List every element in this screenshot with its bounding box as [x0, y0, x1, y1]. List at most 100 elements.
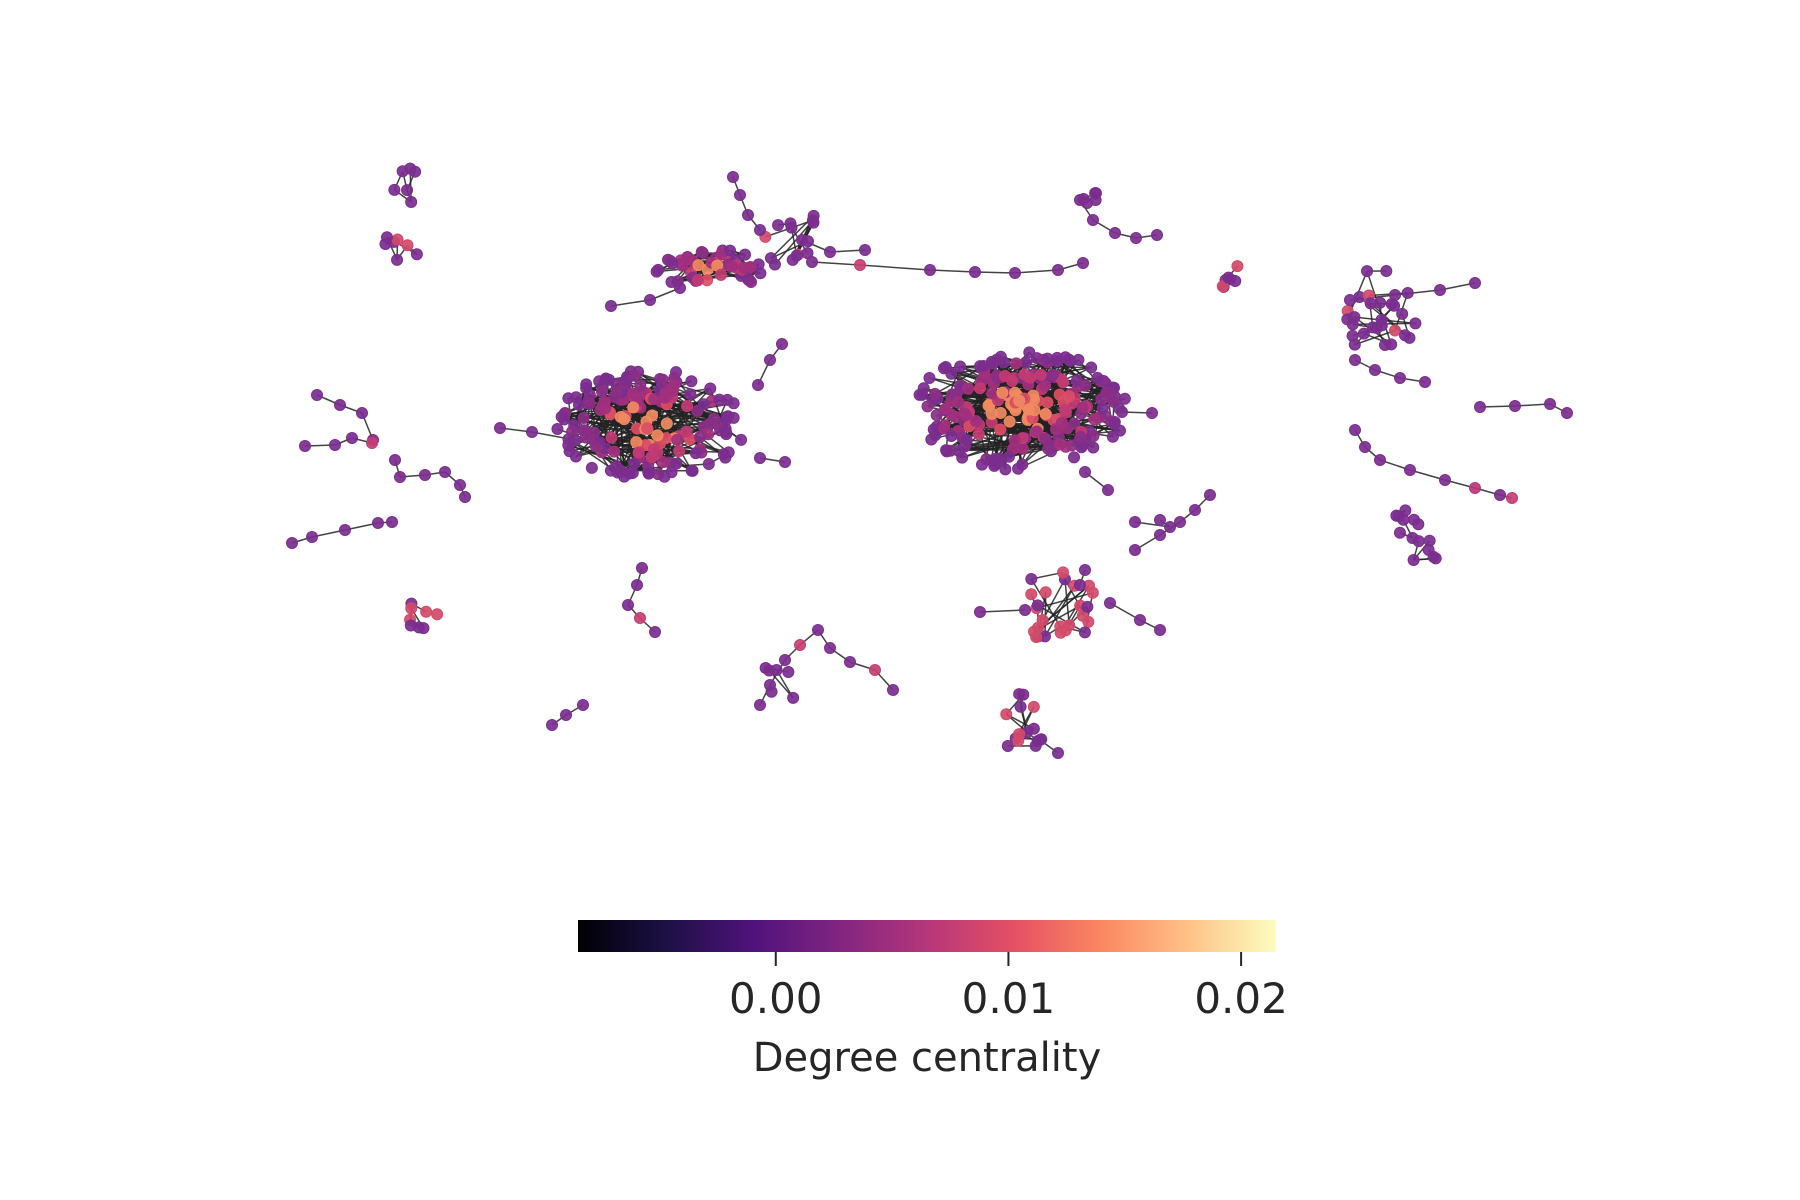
graph-node [580, 381, 593, 394]
graph-edge [859, 264, 931, 271]
graph-node [379, 237, 392, 250]
graph-node [985, 407, 998, 420]
graph-node [724, 244, 737, 257]
graph-node [686, 464, 699, 477]
graph-node [945, 429, 958, 442]
graph-node [577, 699, 589, 711]
graph-node [745, 276, 758, 289]
graph-node [1055, 416, 1068, 429]
graph-edge [1409, 469, 1446, 481]
graph-node [960, 434, 973, 447]
graph-node [631, 579, 643, 591]
graph-node [923, 371, 936, 384]
graph-node [726, 260, 739, 273]
graph-node [454, 479, 466, 491]
graph-node [627, 401, 640, 414]
graph-node [577, 411, 590, 424]
colorbar-tick-label: 0.00 [729, 974, 823, 1023]
graph-node [720, 428, 733, 441]
graph-node [562, 392, 575, 405]
graph-node [1009, 267, 1021, 279]
graph-node [641, 422, 654, 435]
graph-node [1359, 441, 1371, 453]
graph-node [938, 422, 951, 435]
graph-node [1369, 364, 1381, 376]
graph-node [1076, 400, 1089, 413]
graph-node [1074, 431, 1087, 444]
graph-node [752, 379, 764, 391]
graph-node [779, 654, 791, 666]
graph-node [727, 397, 740, 410]
graph-node [953, 444, 966, 457]
graph-edge [1008, 448, 1049, 458]
graph-node [569, 434, 581, 446]
graph-node [668, 379, 681, 392]
graph-node [546, 719, 558, 731]
graph-node [299, 440, 311, 452]
graph-node [1154, 624, 1166, 636]
graph-node [1030, 425, 1043, 438]
graph-node [494, 422, 506, 434]
graph-node [713, 393, 726, 406]
graph-node [924, 264, 936, 276]
graph-node [684, 388, 697, 401]
graph-node [779, 456, 791, 468]
graph-edge [1041, 578, 1066, 621]
graph-node [555, 410, 568, 423]
graph-edge [979, 609, 1026, 613]
graph-node [1422, 543, 1435, 556]
graph-node [1544, 398, 1556, 410]
graph-node [1079, 466, 1091, 478]
graph-node [969, 266, 981, 278]
graph-node [605, 300, 617, 312]
graph-node [1364, 297, 1377, 310]
graph-node [604, 464, 617, 477]
graph-node [1401, 286, 1414, 299]
graph-node [610, 385, 623, 398]
graph-node [1394, 372, 1406, 384]
graph-node [754, 267, 767, 280]
graph-node [1389, 324, 1402, 337]
graph-node [765, 685, 778, 698]
graph-node [1030, 631, 1043, 644]
graph-node [929, 387, 942, 400]
graph-node [1231, 260, 1244, 273]
graph-node [589, 439, 602, 452]
graph-node [1434, 284, 1446, 296]
graph-node [754, 452, 766, 464]
graph-node [1216, 280, 1229, 293]
graph-node [569, 450, 582, 463]
graph-node [1561, 407, 1573, 419]
graph-node [673, 445, 686, 458]
graph-edge [1037, 604, 1086, 634]
graph-node [608, 445, 621, 458]
graph-node [1469, 482, 1481, 494]
graph-node [1393, 526, 1406, 539]
graph-node [938, 362, 951, 375]
graph-node [744, 261, 757, 274]
graph-node [1052, 747, 1064, 759]
graph-node [1129, 544, 1141, 556]
graph-node [1146, 407, 1158, 419]
graph-node [1361, 265, 1374, 278]
graph-node [794, 639, 806, 651]
graph-node [689, 447, 702, 460]
graph-node [459, 491, 471, 503]
graph-node [651, 429, 664, 442]
graph-node [787, 691, 800, 704]
graph-node [1068, 451, 1081, 464]
graph-node [394, 471, 406, 483]
graph-node [999, 463, 1012, 476]
graph-node [1174, 516, 1186, 528]
graph-node [1469, 277, 1481, 289]
graph-node [1407, 553, 1420, 566]
graph-node [622, 599, 634, 611]
graph-node [658, 470, 671, 483]
graph-node [1077, 257, 1089, 269]
graph-node [1429, 552, 1442, 565]
graph-node [648, 393, 661, 406]
graph-node [628, 369, 641, 382]
graph-node [636, 562, 648, 574]
graph-node [772, 219, 785, 232]
